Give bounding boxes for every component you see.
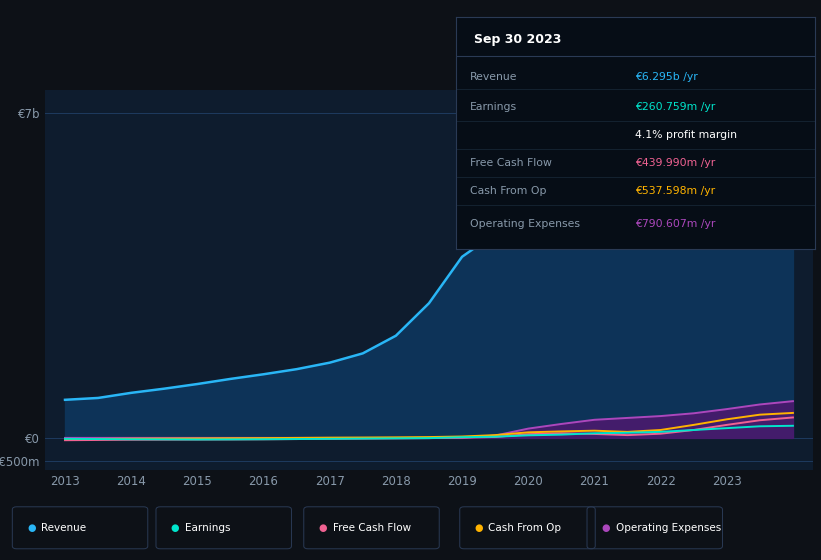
Text: €439.990m /yr: €439.990m /yr	[635, 158, 716, 168]
Text: €537.598m /yr: €537.598m /yr	[635, 186, 716, 196]
Text: €790.607m /yr: €790.607m /yr	[635, 218, 716, 228]
Text: ●: ●	[319, 523, 327, 533]
Text: ●: ●	[171, 523, 179, 533]
Text: Free Cash Flow: Free Cash Flow	[333, 523, 410, 533]
Text: Free Cash Flow: Free Cash Flow	[470, 158, 552, 168]
Text: 4.1% profit margin: 4.1% profit margin	[635, 130, 737, 141]
Text: ●: ●	[27, 523, 35, 533]
Text: ●: ●	[602, 523, 610, 533]
Text: €6.295b /yr: €6.295b /yr	[635, 72, 698, 82]
Text: Cash From Op: Cash From Op	[488, 523, 562, 533]
Text: Operating Expenses: Operating Expenses	[616, 523, 721, 533]
Text: Revenue: Revenue	[470, 72, 517, 82]
Text: €260.759m /yr: €260.759m /yr	[635, 102, 716, 113]
Text: ●: ●	[475, 523, 483, 533]
Text: Operating Expenses: Operating Expenses	[470, 218, 580, 228]
Text: Revenue: Revenue	[41, 523, 86, 533]
Text: Earnings: Earnings	[185, 523, 230, 533]
Text: Sep 30 2023: Sep 30 2023	[474, 33, 561, 46]
Text: Earnings: Earnings	[470, 102, 517, 113]
Text: Cash From Op: Cash From Op	[470, 186, 547, 196]
